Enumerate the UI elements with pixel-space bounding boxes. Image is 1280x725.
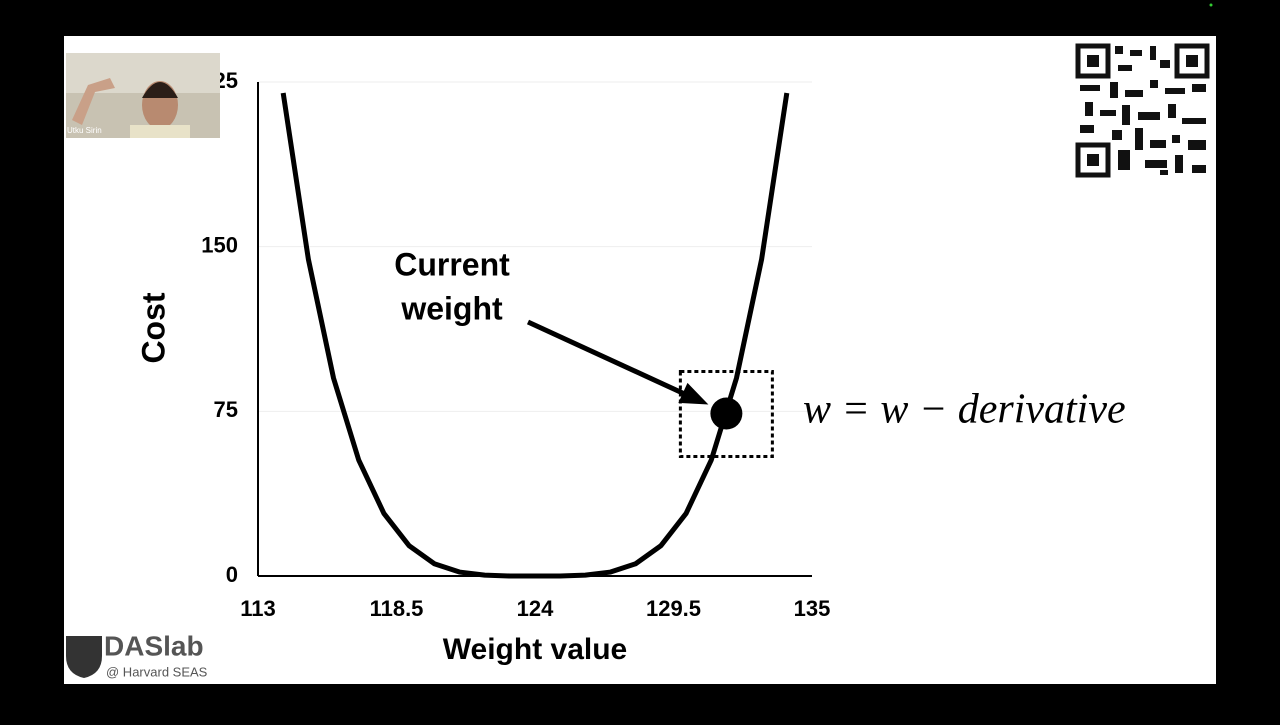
x-axis-title: Weight value	[443, 633, 627, 666]
annotation: weight	[400, 290, 503, 326]
y-tick-label: 75	[214, 397, 238, 422]
arrow-head	[678, 382, 709, 405]
equation: w = w − derivative	[803, 387, 1126, 433]
x-tick-label: 135	[794, 596, 831, 621]
x-tick-label: 124	[517, 596, 554, 621]
status-dot	[1209, 3, 1213, 7]
webcam: Utku Sirin	[66, 53, 220, 138]
annotation: Current	[394, 246, 510, 282]
x-tick-label: 118.5	[370, 596, 424, 621]
logo-sub: @ Harvard SEAS	[106, 664, 208, 679]
y-axis-title: Cost	[135, 292, 171, 363]
webcam-name: Utku Sirin	[67, 126, 102, 135]
current-point	[710, 397, 743, 430]
x-tick-label: 113	[240, 596, 276, 621]
logo-name: DASlab	[104, 630, 204, 661]
qr-code	[1075, 43, 1210, 178]
curve	[280, 92, 790, 579]
arrow-shaft	[526, 319, 694, 400]
logo: DASlab @ Harvard SEAS	[66, 630, 208, 679]
x-tick-label: 129.5	[646, 596, 701, 621]
focus-box	[678, 370, 774, 459]
y-tick-label: 150	[201, 232, 238, 257]
y-tick-label: 0	[226, 562, 238, 587]
